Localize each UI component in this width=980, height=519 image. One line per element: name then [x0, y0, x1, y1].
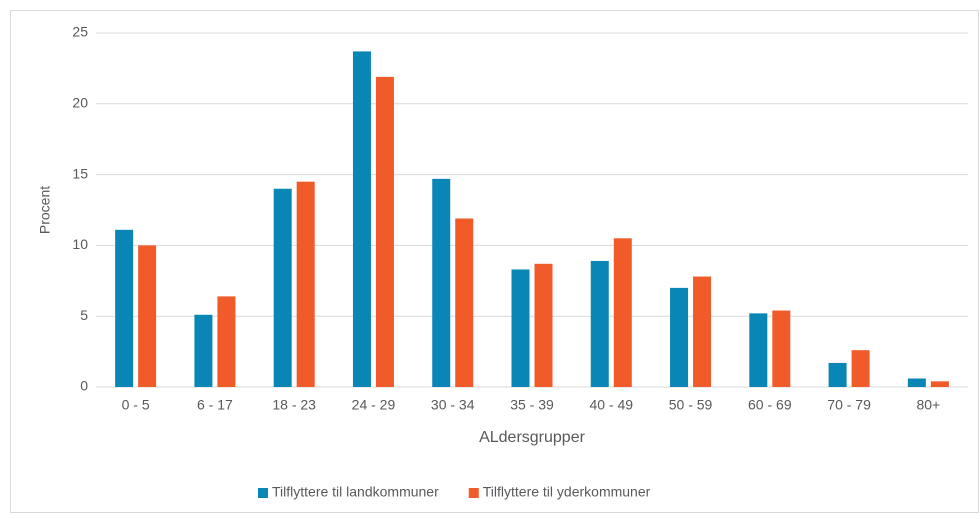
bar [217, 296, 236, 387]
bar [432, 178, 451, 387]
bar [851, 350, 870, 387]
y-tick-label: 5 [80, 307, 88, 323]
bar [613, 238, 632, 387]
bar [772, 310, 791, 387]
bar [693, 276, 712, 387]
bar [670, 287, 689, 387]
x-tick-label: 80+ [916, 397, 940, 413]
bar [138, 245, 157, 387]
x-tick-label: 0 - 5 [122, 397, 150, 413]
legend-label: Tilflyttere til yderkommuner [483, 484, 651, 500]
y-tick-label: 10 [72, 236, 88, 252]
bar [590, 260, 609, 387]
x-tick-label: 40 - 49 [589, 397, 633, 413]
x-tick-label: 24 - 29 [352, 397, 396, 413]
bar [907, 378, 926, 387]
y-tick-label: 20 [72, 95, 88, 111]
legend-swatch [468, 488, 479, 498]
bar [534, 263, 553, 387]
legend-label: Tilflyttere til landkommuner [272, 484, 439, 500]
bar [511, 269, 530, 387]
bar [375, 76, 394, 388]
bar [828, 362, 847, 387]
x-axis-title: ALdersgrupper [479, 429, 586, 446]
bar [352, 51, 371, 388]
bar [115, 229, 134, 387]
bar [194, 314, 213, 387]
legend-swatch [258, 488, 268, 498]
y-tick-label: 15 [72, 165, 88, 181]
bar [749, 313, 768, 387]
x-tick-label: 50 - 59 [669, 397, 713, 413]
x-tick-label: 60 - 69 [748, 397, 792, 413]
y-tick-label: 25 [72, 24, 88, 40]
chart-frame [10, 10, 979, 513]
y-tick-label: 0 [80, 378, 88, 394]
bar [296, 181, 315, 387]
x-tick-label: 70 - 79 [827, 397, 871, 413]
bar [455, 218, 474, 387]
x-tick-label: 30 - 34 [431, 397, 475, 413]
y-axis-title: Procent [37, 186, 53, 234]
bar [273, 188, 292, 387]
x-tick-label: 6 - 17 [197, 397, 233, 413]
x-tick-label: 35 - 39 [510, 397, 554, 413]
x-tick-label: 18 - 23 [272, 397, 316, 413]
bar [930, 381, 949, 387]
